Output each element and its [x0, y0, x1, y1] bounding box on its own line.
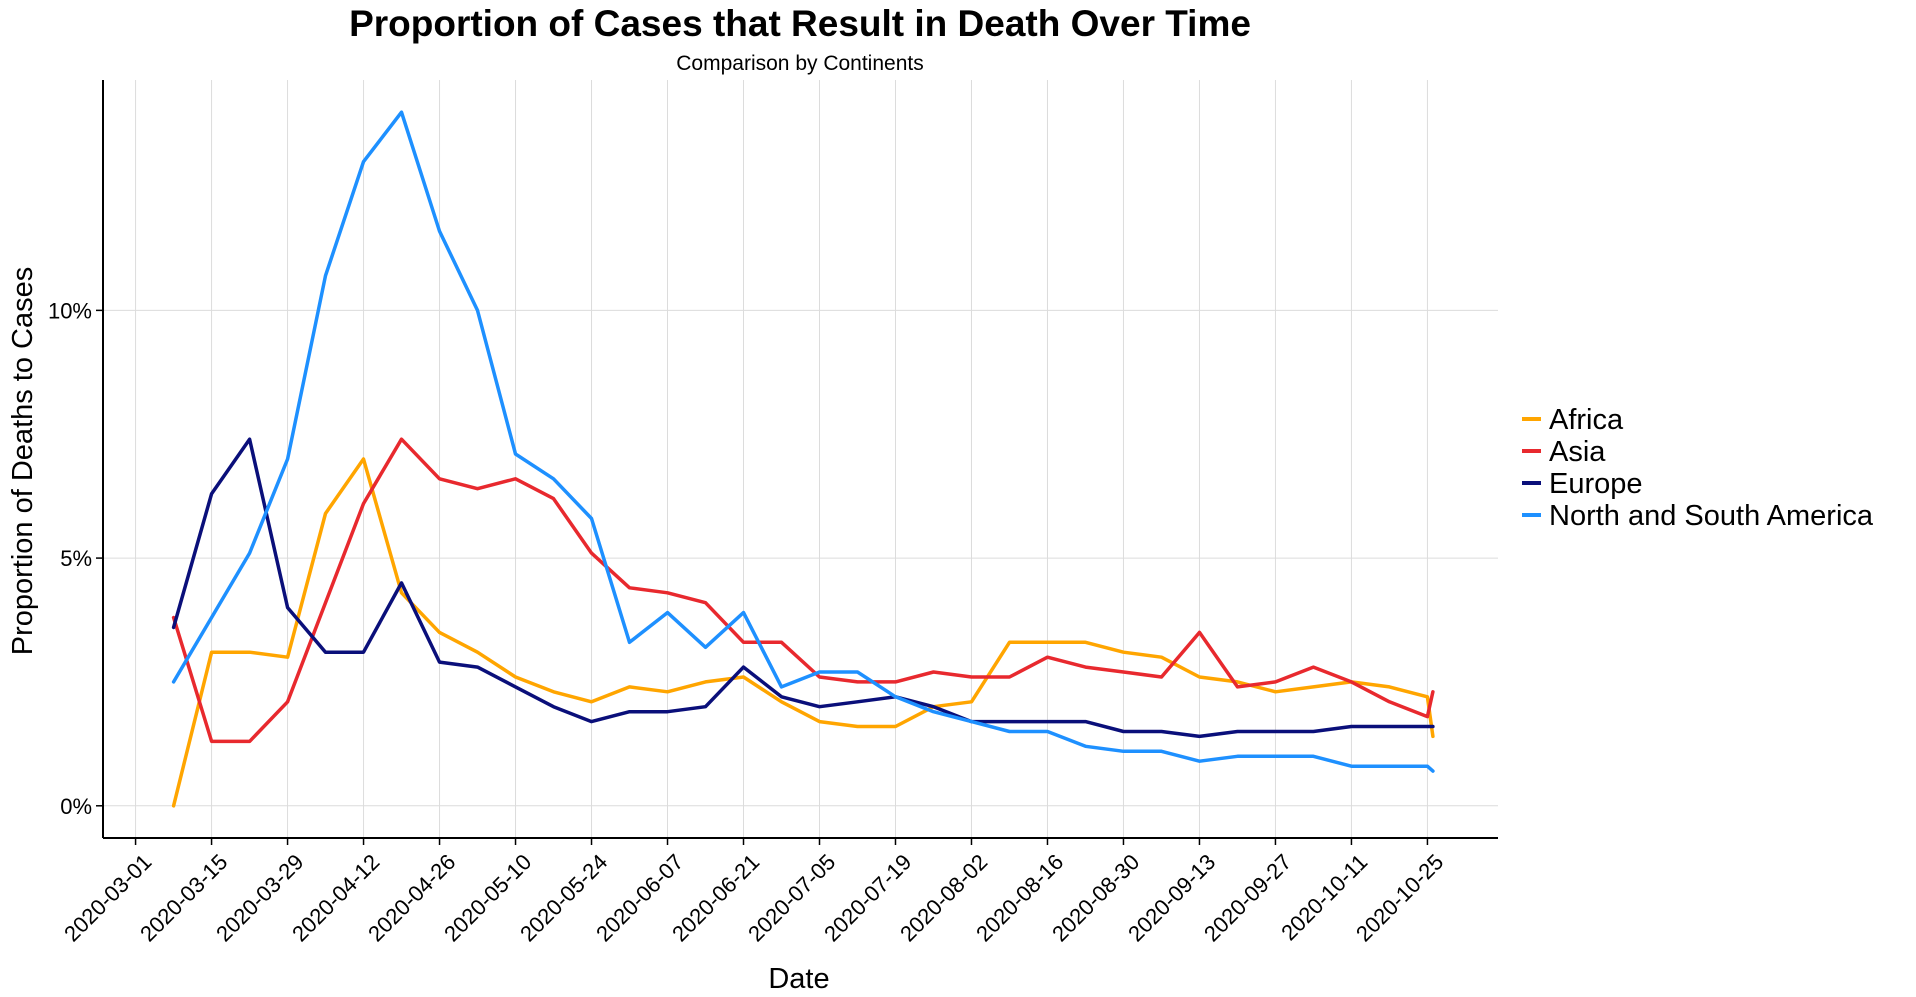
y-tick-label: 0% — [60, 794, 92, 819]
y-tick-label: 10% — [48, 298, 92, 323]
y-axis-label: Proportion of Deaths to Cases — [7, 267, 39, 655]
series-line-north-and-south-america — [171, 110, 1435, 773]
series-line-europe — [171, 437, 1435, 739]
chart-subtitle: Comparison by Continents — [676, 52, 923, 75]
legend-label: Asia — [1549, 436, 1606, 468]
chart-title: Proportion of Cases that Result in Death… — [349, 3, 1251, 44]
legend-label: North and South America — [1549, 500, 1874, 532]
series-line-asia — [171, 437, 1435, 744]
grid — [103, 80, 1498, 838]
x-axis-label: Date — [768, 963, 829, 995]
legend-label: Africa — [1549, 404, 1624, 436]
series-lines — [171, 110, 1435, 808]
legend-label: Europe — [1549, 468, 1643, 500]
y-tick-label: 5% — [60, 546, 92, 571]
